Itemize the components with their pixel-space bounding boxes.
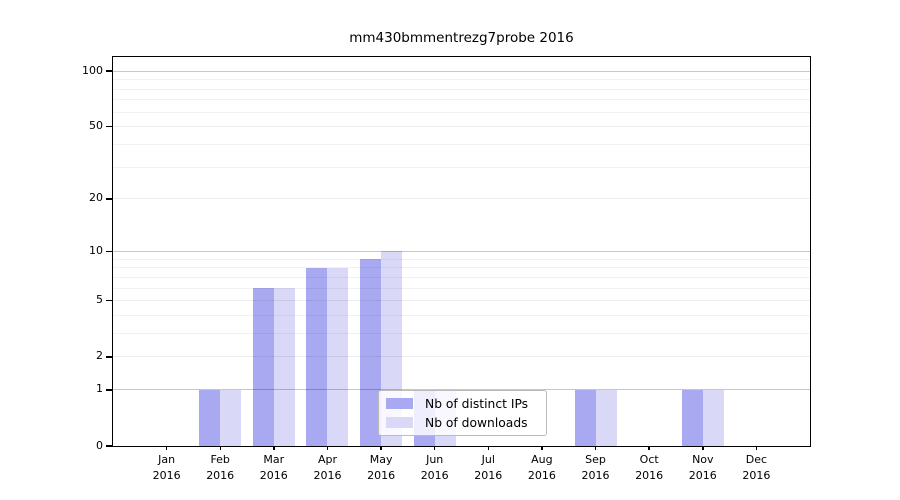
bar-nov-distinct-ips — [681, 389, 703, 446]
minor-gridline — [113, 99, 810, 101]
legend-item-distinct-ips: Nb of distinct IPs — [386, 396, 546, 411]
y-tick-label: 0 — [96, 438, 103, 452]
chart-title: mm430bmmentrezg7probe 2016 — [349, 30, 574, 46]
y-tick-label: 50 — [89, 119, 103, 133]
x-tick-label-aug: Aug 2016 — [527, 453, 556, 482]
major-gridline — [113, 70, 810, 72]
y-tick-label: 20 — [89, 191, 103, 205]
minor-gridline — [113, 166, 810, 168]
bar-may-distinct-ips — [360, 259, 382, 446]
major-gridline — [113, 389, 810, 391]
y-tick-label: 10 — [89, 243, 103, 257]
x-tick-label-mar: Mar 2016 — [259, 453, 288, 482]
legend-item-downloads: Nb of downloads — [386, 415, 546, 430]
y-axis-tick — [106, 299, 112, 302]
y-axis-tick — [106, 250, 112, 252]
y-axis-tick — [106, 198, 112, 200]
y-axis-tick — [106, 356, 112, 358]
x-axis-tick — [594, 446, 597, 450]
x-axis-tick — [273, 446, 275, 450]
minor-gridline — [113, 267, 810, 269]
minor-gridline — [113, 79, 810, 81]
legend: Nb of distinct IPs Nb of downloads — [378, 390, 547, 436]
x-tick-label-jul: Jul 2016 — [474, 453, 503, 482]
bar-sep-downloads — [595, 389, 617, 446]
x-axis-tick — [541, 446, 543, 450]
gridline — [113, 356, 810, 358]
x-tick-label-oct: Oct 2016 — [635, 453, 664, 482]
x-axis-tick — [755, 446, 758, 450]
minor-gridline — [113, 111, 810, 113]
legend-label-distinct-ips: Nb of distinct IPs — [425, 396, 529, 411]
legend-swatch-downloads-icon — [386, 417, 413, 428]
y-axis-tick — [106, 389, 112, 391]
x-tick-label-jun: Jun 2016 — [420, 453, 449, 482]
gridline — [113, 300, 810, 301]
x-axis-tick — [219, 446, 221, 450]
x-tick-label-sep: Sep 2016 — [581, 453, 610, 482]
x-tick-label-feb: Feb 2016 — [206, 453, 235, 482]
y-tick-label: 1 — [96, 382, 103, 396]
y-tick-label: 5 — [96, 293, 103, 306]
minor-gridline — [113, 88, 810, 90]
x-axis-tick — [433, 446, 436, 450]
x-tick-label-apr: Apr 2016 — [313, 453, 342, 482]
x-axis-tick — [165, 446, 168, 450]
bar-nov-downloads — [702, 389, 724, 446]
legend-swatch-distinct-ips-icon — [386, 398, 413, 409]
minor-gridline — [113, 314, 810, 316]
minor-gridline — [113, 258, 810, 260]
x-axis-tick — [326, 446, 329, 450]
bar-mar-distinct-ips — [252, 288, 274, 446]
x-tick-label-nov: Nov 2016 — [688, 453, 717, 482]
x-tick-label-jan: Jan 2016 — [152, 453, 181, 482]
legend-label-downloads: Nb of downloads — [425, 415, 528, 430]
x-tick-label-may: May 2016 — [367, 453, 396, 482]
minor-gridline — [113, 332, 810, 334]
gridline — [113, 126, 810, 128]
x-axis-tick — [648, 446, 650, 450]
bar-sep-distinct-ips — [574, 389, 596, 446]
bar-feb-distinct-ips — [199, 389, 221, 446]
bar-apr-downloads — [327, 267, 349, 446]
minor-gridline — [113, 287, 810, 289]
y-axis-tick — [106, 445, 112, 447]
plot-area — [113, 57, 810, 446]
x-tick-label-dec: Dec 2016 — [742, 453, 771, 482]
minor-gridline — [113, 276, 810, 278]
bar-apr-distinct-ips — [306, 267, 328, 446]
y-tick-label: 100 — [82, 63, 103, 77]
y-axis-tick — [106, 125, 112, 128]
x-axis-tick — [380, 446, 382, 450]
major-gridline — [113, 250, 810, 252]
bar-mar-downloads — [273, 288, 295, 446]
gridline — [113, 198, 810, 200]
y-tick-label: 2 — [96, 349, 103, 363]
x-axis-tick — [487, 446, 490, 450]
bar-feb-downloads — [220, 389, 242, 446]
x-axis-tick — [702, 446, 704, 450]
minor-gridline — [113, 143, 810, 145]
y-axis-tick — [106, 70, 112, 72]
